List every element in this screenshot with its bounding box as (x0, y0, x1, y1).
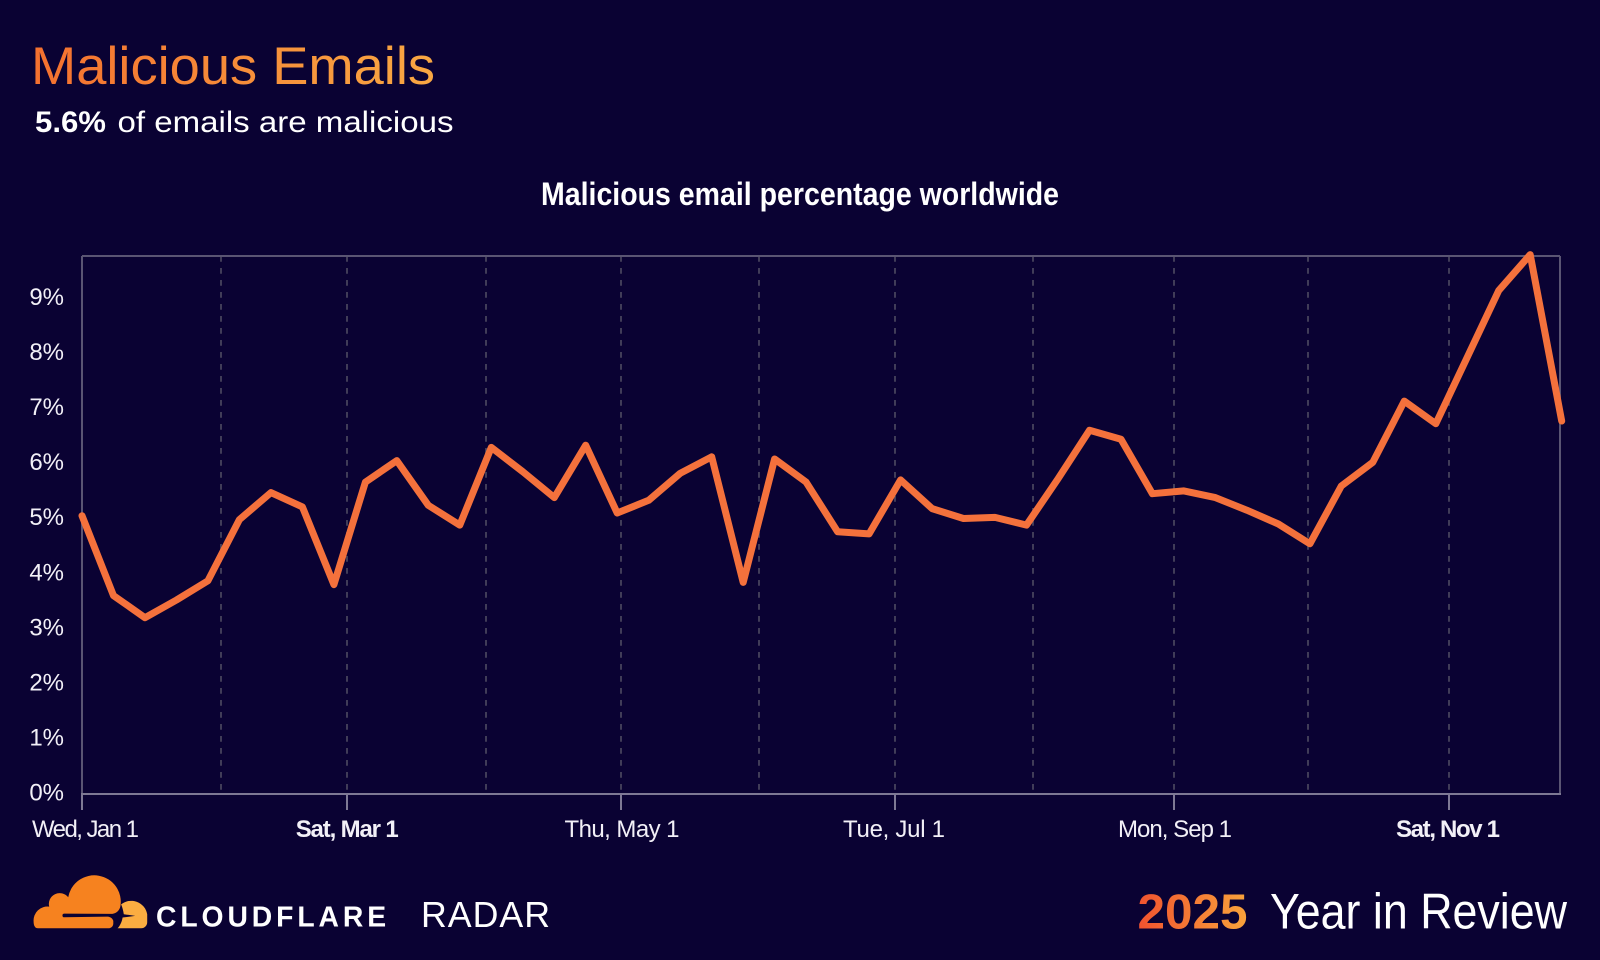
svg-text:8%: 8% (29, 339, 64, 366)
svg-text:of emails are malicious: of emails are malicious (118, 106, 454, 139)
svg-text:RADAR: RADAR (421, 894, 551, 935)
svg-text:Malicious Emails: Malicious Emails (31, 37, 435, 96)
svg-text:5%: 5% (29, 504, 64, 531)
svg-text:4%: 4% (29, 559, 64, 586)
svg-text:Wed, Jan 1: Wed, Jan 1 (32, 816, 139, 843)
svg-text:Tue, Jul 1: Tue, Jul 1 (843, 816, 945, 843)
svg-text:CLOUDFLARE: CLOUDFLARE (156, 901, 390, 933)
svg-text:9%: 9% (29, 284, 64, 311)
svg-text:0%: 0% (29, 780, 64, 807)
svg-text:6%: 6% (29, 449, 64, 476)
svg-text:Sat, Mar 1: Sat, Mar 1 (296, 816, 399, 843)
svg-text:3%: 3% (29, 614, 64, 641)
svg-text:5.6%: 5.6% (35, 106, 106, 139)
svg-text:2%: 2% (29, 670, 64, 697)
svg-text:Malicious email percentage wor: Malicious email percentage worldwide (541, 176, 1059, 212)
svg-text:7%: 7% (29, 394, 64, 421)
svg-text:Year in Review: Year in Review (1270, 884, 1568, 940)
svg-text:1%: 1% (29, 725, 64, 752)
svg-text:Mon, Sep 1: Mon, Sep 1 (1118, 816, 1232, 843)
svg-text:Sat, Nov 1: Sat, Nov 1 (1396, 816, 1500, 843)
svg-text:2025: 2025 (1138, 886, 1248, 940)
svg-text:Thu, May 1: Thu, May 1 (565, 816, 680, 843)
